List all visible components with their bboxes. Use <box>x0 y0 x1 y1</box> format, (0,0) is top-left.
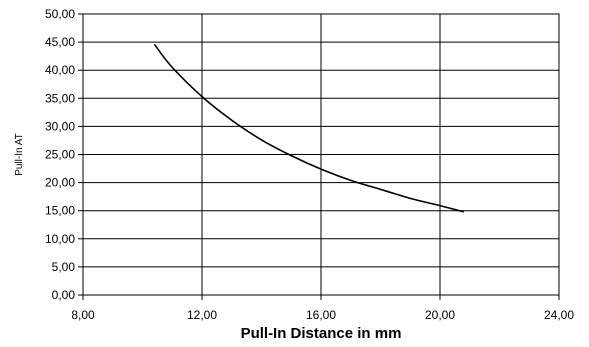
x-tick-label: 24,00 <box>544 308 574 322</box>
y-tick-label: 10,00 <box>45 232 75 246</box>
y-tick-label: 40,00 <box>45 63 75 77</box>
y-tick-label: 5,00 <box>52 260 76 274</box>
series-layer <box>153 43 465 213</box>
x-tick-label: 12,00 <box>187 308 217 322</box>
y-axis-tick-labels: 0,00 5,00 10,00 15,00 20,00 25,00 30,00 35,00 40… <box>45 7 83 302</box>
y-tick-label: 0,00 <box>52 288 76 302</box>
y-tick-label: 20,00 <box>45 176 75 190</box>
y-tick-label: 35,00 <box>45 91 75 105</box>
y-tick-label: 50,00 <box>45 7 75 21</box>
y-tick-label: 45,00 <box>45 35 75 49</box>
y-tick-label: 30,00 <box>45 119 75 133</box>
x-axis-title: Pull-In Distance in mm <box>241 325 402 342</box>
y-tick-label: 15,00 <box>45 204 75 218</box>
y-axis-title: Pull-In AT <box>14 133 25 176</box>
x-tick-label: 8,00 <box>71 308 95 322</box>
x-tick-label: 20,00 <box>425 308 455 322</box>
x-axis-tick-labels: 8,00 12,00 16,00 20,00 24,00 <box>71 295 574 322</box>
y-tick-label: 25,00 <box>45 148 75 162</box>
x-tick-label: 16,00 <box>306 308 336 322</box>
series-line <box>153 43 465 213</box>
